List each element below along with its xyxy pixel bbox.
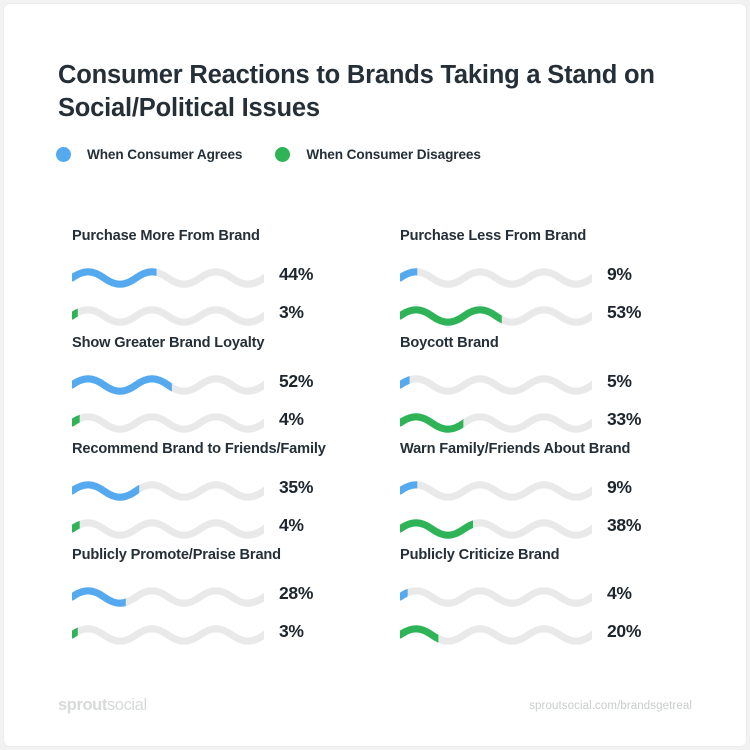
bar-row: 3%	[72, 620, 402, 658]
wave-bar-agree	[72, 370, 264, 400]
bar-value-label: 33%	[607, 409, 642, 429]
bar-value-label: 4%	[279, 515, 304, 535]
bar-value-label: 38%	[607, 515, 642, 535]
bar-value-label: 20%	[607, 621, 642, 641]
page-title: Consumer Reactions to Brands Taking a St…	[58, 61, 655, 122]
metric-group: Purchase More From Brand 44% 3%	[72, 228, 402, 339]
wave-bar-disagree	[400, 514, 592, 544]
bar-value-label: 35%	[279, 477, 314, 497]
bar-value-label: 5%	[607, 371, 632, 391]
bar-value-label: 52%	[279, 371, 314, 391]
chart-legend: When Consumer Agrees When Consumer Disag…	[56, 147, 481, 162]
wave-bar-disagree	[400, 620, 592, 650]
metric-group: Purchase Less From Brand 9% 53%	[400, 228, 730, 339]
wave-bar-agree	[400, 263, 592, 293]
wave-bar-agree	[72, 582, 264, 612]
bar-value-label: 44%	[279, 264, 314, 284]
bar-row: 5%	[400, 370, 730, 408]
metric-title: Show Greater Brand Loyalty	[72, 335, 265, 351]
metric-title: Warn Family/Friends About Brand	[400, 441, 631, 457]
wave-bar-disagree	[72, 620, 264, 650]
brand-logo-light: social	[106, 696, 147, 714]
metric-title: Purchase Less From Brand	[400, 228, 587, 244]
bar-value-label: 3%	[279, 621, 304, 641]
wave-bar-agree	[72, 476, 264, 506]
metric-group: Show Greater Brand Loyalty 52% 4%	[72, 335, 402, 446]
bar-value-label: 53%	[607, 302, 642, 322]
brand-logo-strong: sprout	[58, 696, 107, 714]
bar-value-label: 3%	[279, 302, 304, 322]
infographic-card: Consumer Reactions to Brands Taking a St…	[4, 4, 746, 746]
wave-bar-disagree	[72, 301, 264, 331]
wave-bar-disagree	[400, 408, 592, 438]
metric-title: Publicly Promote/Praise Brand	[72, 547, 281, 563]
legend-item-agree: When Consumer Agrees	[56, 147, 242, 162]
brand-logo: sproutsocial	[58, 696, 147, 715]
bar-row: 52%	[72, 370, 402, 408]
wave-bar-agree	[400, 582, 592, 612]
metric-title: Purchase More From Brand	[72, 228, 260, 244]
metric-title: Boycott Brand	[400, 335, 499, 351]
legend-item-disagree: When Consumer Disagrees	[275, 147, 481, 162]
bar-value-label: 28%	[279, 583, 314, 603]
metric-group: Publicly Promote/Praise Brand 28% 3%	[72, 547, 402, 658]
bar-row: 4%	[72, 408, 402, 446]
bar-value-label: 4%	[279, 409, 304, 429]
bar-row: 9%	[400, 476, 730, 514]
wave-bar-disagree	[72, 408, 264, 438]
bar-value-label: 9%	[607, 264, 632, 284]
metric-group: Publicly Criticize Brand 4% 20%	[400, 547, 730, 658]
bar-row: 4%	[72, 514, 402, 552]
wave-bar-agree	[400, 476, 592, 506]
bar-row: 33%	[400, 408, 730, 446]
bar-row: 53%	[400, 301, 730, 339]
wave-bar-disagree	[400, 301, 592, 331]
bar-row: 4%	[400, 582, 730, 620]
legend-label-disagree: When Consumer Disagrees	[306, 147, 481, 162]
metric-group: Recommend Brand to Friends/Family 35% 4%	[72, 441, 402, 552]
bar-row: 20%	[400, 620, 730, 658]
metric-title: Recommend Brand to Friends/Family	[72, 441, 326, 457]
metrics-grid: Purchase More From Brand 44% 3% Purchase Le…	[4, 4, 746, 746]
bar-row: 9%	[400, 263, 730, 301]
wave-bar-agree	[400, 370, 592, 400]
wave-bar-disagree	[72, 514, 264, 544]
wave-bar-agree	[72, 263, 264, 293]
metric-group: Warn Family/Friends About Brand 9% 38%	[400, 441, 730, 552]
legend-label-agree: When Consumer Agrees	[87, 147, 243, 162]
footer-url: sproutsocial.com/brandsgetreal	[529, 700, 692, 712]
bar-row: 35%	[72, 476, 402, 514]
bar-row: 38%	[400, 514, 730, 552]
bar-value-label: 9%	[607, 477, 632, 497]
legend-dot-icon-disagree	[275, 147, 291, 162]
metric-group: Boycott Brand 5% 33%	[400, 335, 730, 446]
legend-dot-icon-agree	[56, 147, 71, 162]
bar-value-label: 4%	[607, 583, 632, 603]
bar-row: 3%	[72, 301, 402, 339]
metric-title: Publicly Criticize Brand	[400, 547, 560, 563]
bar-row: 44%	[72, 263, 402, 301]
bar-row: 28%	[72, 582, 402, 620]
